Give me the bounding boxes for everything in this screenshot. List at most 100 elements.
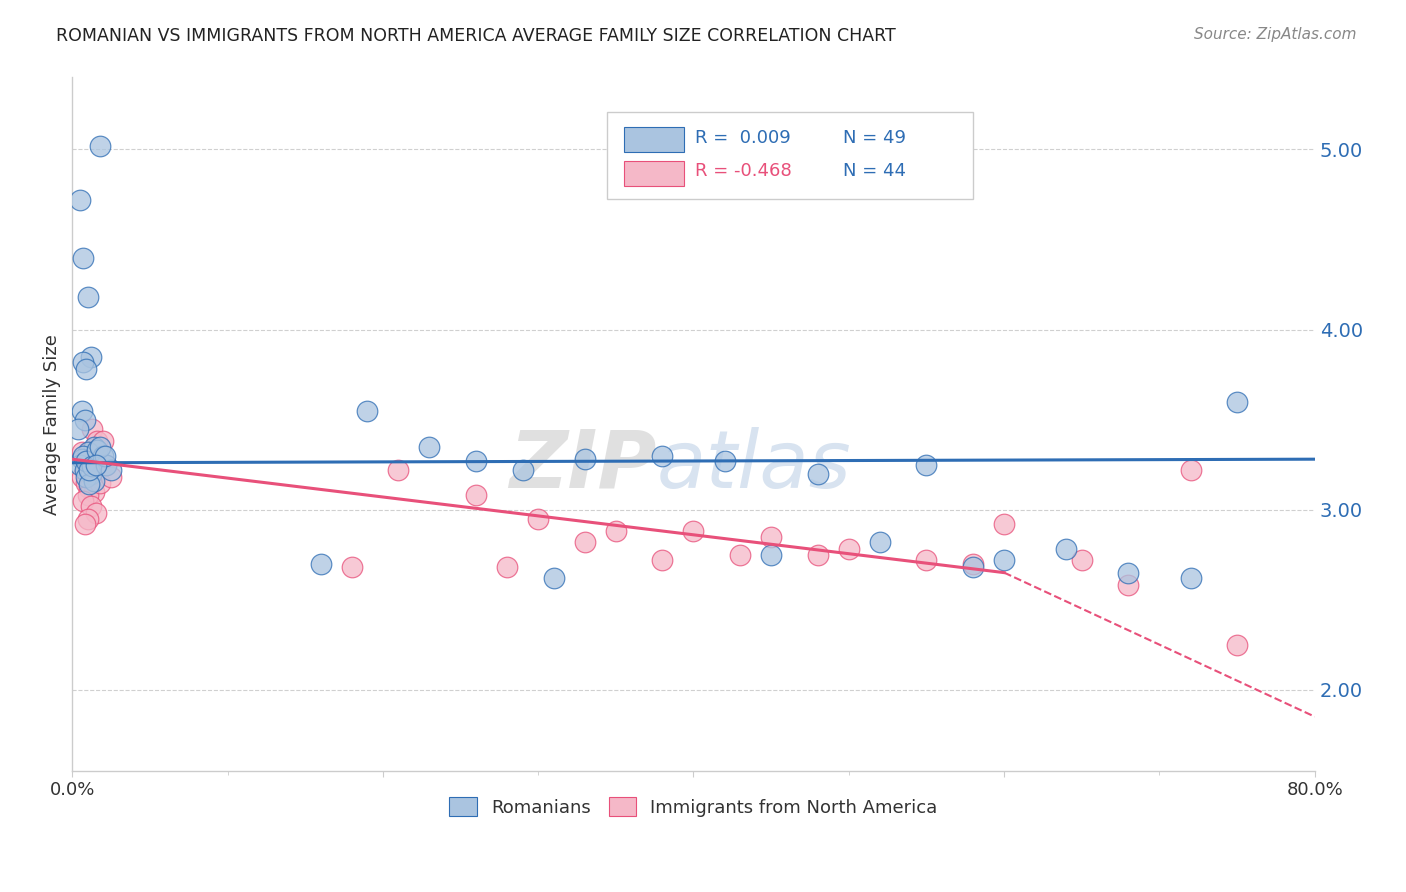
Point — [73, 452, 96, 467]
Point — [83, 484, 105, 499]
Point — [70, 445, 93, 459]
Text: N = 49: N = 49 — [842, 129, 905, 147]
Point — [543, 571, 565, 585]
Point — [574, 535, 596, 549]
Point — [1226, 394, 1249, 409]
Point — [73, 516, 96, 531]
Point — [651, 553, 673, 567]
Point — [713, 454, 735, 468]
Point — [76, 290, 98, 304]
Point — [418, 440, 440, 454]
Point — [79, 477, 101, 491]
Point — [86, 452, 108, 467]
Point — [67, 421, 90, 435]
Point — [96, 458, 118, 472]
Point — [79, 481, 101, 495]
FancyBboxPatch shape — [606, 112, 973, 199]
Point — [89, 475, 111, 490]
Point — [91, 434, 114, 449]
Point — [76, 445, 98, 459]
Point — [90, 458, 112, 472]
Point — [1180, 463, 1202, 477]
Point — [91, 449, 114, 463]
Point — [605, 524, 627, 539]
Legend: Romanians, Immigrants from North America: Romanians, Immigrants from North America — [443, 790, 945, 824]
Point — [1054, 542, 1077, 557]
Point — [79, 463, 101, 477]
Point — [993, 553, 1015, 567]
Point — [83, 440, 105, 454]
Y-axis label: Average Family Size: Average Family Size — [44, 334, 60, 515]
Point — [75, 475, 97, 490]
Point — [759, 548, 782, 562]
Point — [86, 434, 108, 449]
Point — [79, 445, 101, 459]
Point — [1180, 571, 1202, 585]
Point — [465, 454, 488, 468]
FancyBboxPatch shape — [624, 161, 683, 186]
Text: N = 44: N = 44 — [842, 162, 905, 180]
Point — [465, 488, 488, 502]
Point — [915, 458, 938, 472]
Text: ROMANIAN VS IMMIGRANTS FROM NORTH AMERICA AVERAGE FAMILY SIZE CORRELATION CHART: ROMANIAN VS IMMIGRANTS FROM NORTH AMERIC… — [56, 27, 896, 45]
Point — [73, 412, 96, 426]
Point — [387, 463, 409, 477]
Point — [356, 403, 378, 417]
Point — [70, 452, 93, 467]
Text: R = -0.468: R = -0.468 — [695, 162, 792, 180]
Point — [89, 139, 111, 153]
Point — [682, 524, 704, 539]
Point — [70, 403, 93, 417]
Point — [651, 449, 673, 463]
Point — [76, 458, 98, 472]
Point — [807, 548, 830, 562]
Point — [72, 449, 94, 463]
Point — [82, 459, 104, 474]
Point — [838, 542, 860, 557]
Point — [807, 467, 830, 481]
Point — [75, 470, 97, 484]
Point — [100, 470, 122, 484]
Point — [80, 499, 103, 513]
Point — [574, 452, 596, 467]
Point — [915, 553, 938, 567]
Point — [962, 557, 984, 571]
Point — [80, 350, 103, 364]
Point — [72, 355, 94, 369]
Point — [69, 193, 91, 207]
Point — [75, 362, 97, 376]
Point — [80, 467, 103, 481]
Point — [1226, 638, 1249, 652]
Point — [993, 516, 1015, 531]
Point — [340, 560, 363, 574]
Point — [70, 470, 93, 484]
Point — [83, 467, 105, 481]
Point — [82, 421, 104, 435]
Point — [1118, 566, 1140, 580]
Text: ZIP: ZIP — [509, 426, 657, 505]
Point — [80, 467, 103, 481]
Text: Source: ZipAtlas.com: Source: ZipAtlas.com — [1194, 27, 1357, 42]
Text: R =  0.009: R = 0.009 — [695, 129, 790, 147]
Point — [76, 511, 98, 525]
Point — [512, 463, 534, 477]
Point — [759, 530, 782, 544]
Point — [1070, 553, 1092, 567]
Point — [84, 506, 107, 520]
Point — [72, 493, 94, 508]
Point — [94, 449, 117, 463]
Text: atlas: atlas — [657, 426, 851, 505]
Point — [1118, 578, 1140, 592]
Point — [869, 535, 891, 549]
Point — [83, 474, 105, 488]
Point — [309, 557, 332, 571]
Point — [86, 443, 108, 458]
Point — [84, 458, 107, 472]
Point — [728, 548, 751, 562]
Point — [527, 511, 550, 525]
Point — [75, 454, 97, 468]
Point — [496, 560, 519, 574]
Point — [69, 458, 91, 472]
Point — [73, 463, 96, 477]
Point — [76, 488, 98, 502]
